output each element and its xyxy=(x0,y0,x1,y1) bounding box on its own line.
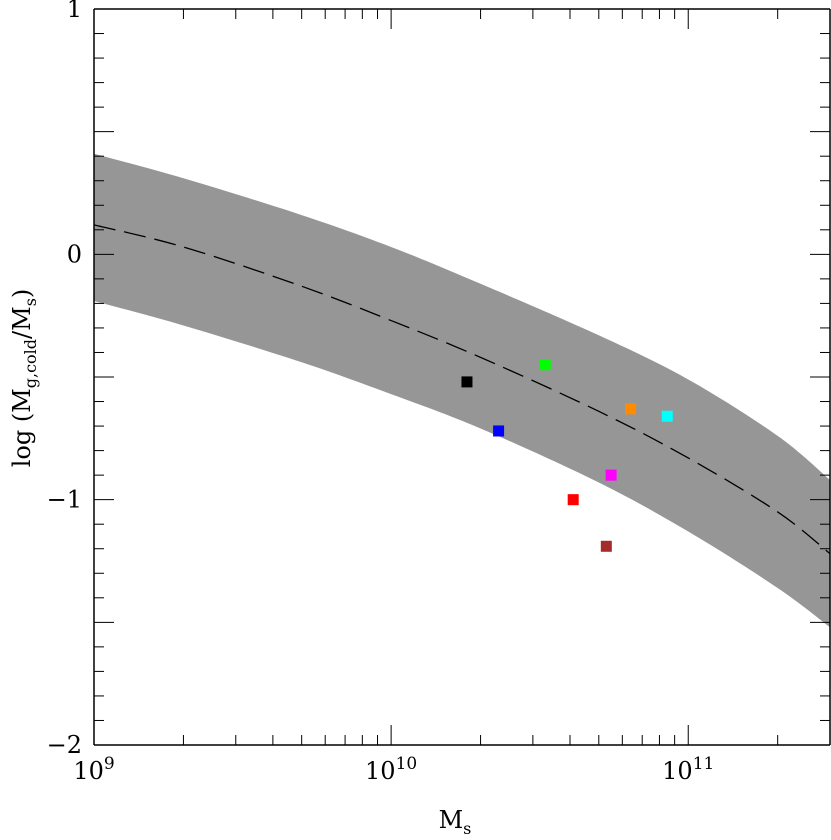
y-axis-title: log (Mg,cold/Ms) xyxy=(8,289,40,468)
scatter-band xyxy=(94,153,830,628)
data-point-4 xyxy=(567,494,579,506)
x-tick-label: 1011 xyxy=(662,754,714,785)
y-tick-label: 0 xyxy=(67,240,82,268)
y-tick-label: −2 xyxy=(47,731,82,759)
data-point-5 xyxy=(600,540,612,552)
x-axis-title: Ms xyxy=(439,806,472,838)
data-point-1 xyxy=(461,376,473,388)
median-dashed-line xyxy=(93,224,831,555)
x-tick-label: 1010 xyxy=(365,754,417,785)
data-point-6 xyxy=(605,469,617,481)
data-point-2 xyxy=(493,425,505,437)
data-point-8 xyxy=(661,410,673,422)
y-tick-label: 1 xyxy=(67,0,82,23)
data-point-7 xyxy=(625,403,637,415)
data-point-3 xyxy=(539,359,551,371)
y-tick-label: −1 xyxy=(47,486,82,514)
x-tick-label: 109 xyxy=(73,754,114,785)
